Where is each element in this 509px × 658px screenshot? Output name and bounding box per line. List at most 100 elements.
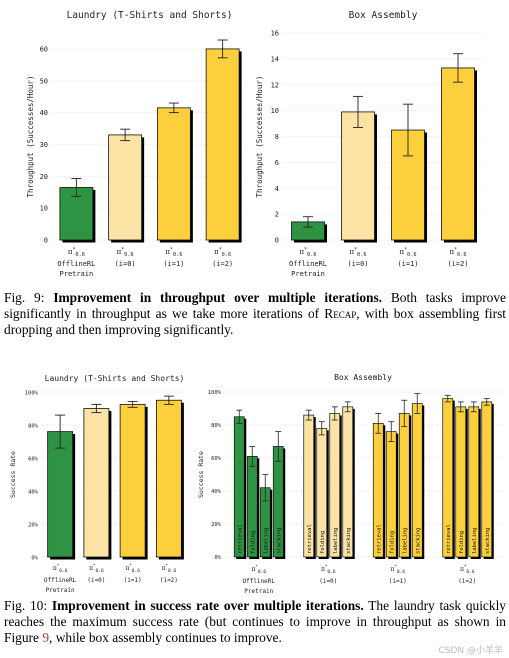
chart2-xlabel-0-line-1: OfflineRL <box>289 260 327 268</box>
chart3-bar-1 <box>83 408 110 558</box>
chart1-ytick-1: 10 <box>40 205 48 213</box>
chart2-ytick-8: 16 <box>271 30 279 38</box>
chart3-ytick-0: 0% <box>31 556 38 562</box>
chart3-xlabel-0-line-1: OfflineRL <box>44 577 77 584</box>
chart3-bar-3 <box>155 399 182 558</box>
chart3-bar-2 <box>119 403 146 558</box>
chart4-ytick-5: 100% <box>208 390 222 396</box>
chart2-xlabel-3-symbol: π*0.6 <box>449 247 466 258</box>
chart1-ytick-3: 30 <box>40 141 48 149</box>
chart2-ytick-2: 4 <box>275 185 279 193</box>
fig9-caption-end: , with box assembling first dropping and… <box>4 306 506 337</box>
chart1-xlabel-0-line-2: Pretrain <box>60 270 94 278</box>
chart4-barlabel-1-1: folding <box>320 531 326 554</box>
chart2-ytick-1: 2 <box>275 211 279 219</box>
chart4-xlabel-3-symbol: π*0.6 <box>460 564 475 575</box>
chart2-ytick-6: 12 <box>271 81 279 89</box>
chart3-xlabel-1-symbol: π*0.6 <box>89 563 104 574</box>
chart4-ytick-4: 80% <box>211 423 222 429</box>
chart4-barlabel-0-0: retrieval <box>237 524 243 554</box>
chart3-ytick-4: 80% <box>28 424 39 430</box>
chart3-xlabel-3-line-1: (i=2) <box>160 577 178 584</box>
chart1-bar-3 <box>205 48 240 241</box>
chart3-ytick-2: 40% <box>28 490 39 496</box>
chart2-xlabel-1-line-1: (i=0) <box>347 260 368 268</box>
chart2-xlabel-0-symbol: π*0.6 <box>299 247 316 258</box>
chart1-bar-2 <box>156 107 191 241</box>
chart1-xlabel-3-line-1: (i=2) <box>212 260 233 268</box>
chart1-bar-1 <box>108 134 143 241</box>
chart3-xlabel-2-symbol: π*0.6 <box>125 563 140 574</box>
chart4-xlabel-0-line-2: Pretrain <box>244 588 273 595</box>
chart4-barlabel-2-0: retrieval <box>376 524 382 554</box>
chart3-ytick-3: 60% <box>28 457 39 463</box>
chart4-ytick-1: 20% <box>211 522 222 528</box>
chart3-bar-0 <box>47 431 74 558</box>
chart2-title: Box Assembly <box>349 10 418 21</box>
fig10-caption-label: Fig. 10: <box>4 598 48 613</box>
chart2-ylabel: Throughput (Successes/Hour) <box>255 76 264 198</box>
chart2-ytick-4: 8 <box>275 133 279 141</box>
fig9-caption-text: Both tasks improve significantly in thro… <box>4 290 506 321</box>
chart3-ytick-1: 20% <box>28 523 39 529</box>
chart3-ytick-5: 100% <box>25 391 39 397</box>
chart3-xlabel-2-line-1: (i=1) <box>124 577 142 584</box>
chart4-xlabel-1-line-1: (i=0) <box>319 578 337 585</box>
chart2-xlabel-1-symbol: π*0.6 <box>349 247 366 258</box>
chart1-ytick-2: 20 <box>40 173 48 181</box>
chart3-xlabel-0-symbol: π*0.6 <box>53 563 68 574</box>
chart2-xlabel-2-line-1: (i=1) <box>397 260 418 268</box>
fig9-caption-method: Recap <box>324 306 357 321</box>
chart4-barlabel-2-3: stacking <box>415 528 421 555</box>
chart2-bar-1 <box>341 111 375 241</box>
chart1-title: Laundry (T-Shirts and Shorts) <box>67 10 233 21</box>
fig10-caption-end: , while box assembly continues to improv… <box>49 630 282 645</box>
chart1-ylabel: Throughput (Successes/Hour) <box>26 76 35 198</box>
chart4-barlabel-3-0: retrieval <box>446 524 452 554</box>
chart3-xlabel-0-line-2: Pretrain <box>46 587 75 594</box>
fig10-caption: Fig. 10: Improvement in success rate ove… <box>4 598 506 646</box>
chart4-ytick-3: 60% <box>211 456 222 462</box>
chart4-ytick-0: 0% <box>214 555 221 561</box>
chart4-xlabel-2-line-1: (i=1) <box>389 578 407 585</box>
chart2-ytick-0: 0 <box>275 237 279 245</box>
chart1-xlabel-0-symbol: π*0.6 <box>68 247 85 258</box>
fig9-caption-bold: Improvement in throughput over multiple … <box>53 290 383 305</box>
chart2-xlabel-2-symbol: π*0.6 <box>399 247 416 258</box>
chart4-barlabel-0-2: labeling <box>263 528 269 555</box>
chart4-barlabel-3-1: folding <box>459 531 465 554</box>
chart4-ylabel: Success Rate <box>197 451 205 498</box>
chart3-xlabel-1-line-1: (i=0) <box>87 577 105 584</box>
chart1-ytick-5: 50 <box>40 77 48 85</box>
chart1-xlabel-0-line-1: OfflineRL <box>57 260 95 268</box>
chart2-bar-3 <box>441 67 475 241</box>
chart4-title: Box Assembly <box>334 373 392 382</box>
chart2-ytick-5: 10 <box>271 107 279 115</box>
fig10-caption-ref[interactable]: 9 <box>42 630 50 645</box>
chart4-xlabel-0-symbol: π*0.6 <box>251 564 266 575</box>
chart3-ylabel: Success Rate <box>9 451 17 498</box>
chart1-xlabel-2-line-1: (i=1) <box>163 260 184 268</box>
fig10-caption-text: The laundry task quickly reaches the max… <box>4 598 506 645</box>
chart4-barlabel-2-2: labeling <box>402 528 408 555</box>
chart2-ytick-3: 6 <box>275 159 279 167</box>
chart4-barlabel-1-3: stacking <box>346 528 352 555</box>
chart4-barlabel-1-2: labeling <box>333 528 339 555</box>
fig10-caption-bold: Improvement in success rate over multipl… <box>51 598 364 613</box>
chart4-xlabel-3-line-1: (i=2) <box>458 578 476 585</box>
chart1-ytick-0: 0 <box>44 237 48 245</box>
chart1-xlabel-2-symbol: π*0.6 <box>165 247 182 258</box>
chart4-barlabel-3-2: labeling <box>472 528 478 555</box>
chart4-xlabel-0-line-1: OfflineRL <box>242 578 275 585</box>
chart3-title: Laundry (T-Shirts and Shorts) <box>45 374 185 383</box>
chart4-xlabel-2-symbol: π*0.6 <box>390 564 405 575</box>
chart4-barlabel-3-3: stacking <box>485 528 491 555</box>
fig9-caption: Fig. 9: Improvement in throughput over m… <box>4 290 506 338</box>
chart4-barlabel-2-1: folding <box>389 531 395 554</box>
chart1-xlabel-3-symbol: π*0.6 <box>214 247 231 258</box>
chart4-barlabel-1-0: retrieval <box>307 524 313 554</box>
chart1-xlabel-1-line-1: (i=0) <box>115 260 136 268</box>
watermark: CSDN @小羊羊 <box>438 646 503 656</box>
chart2-ytick-7: 14 <box>271 55 279 63</box>
